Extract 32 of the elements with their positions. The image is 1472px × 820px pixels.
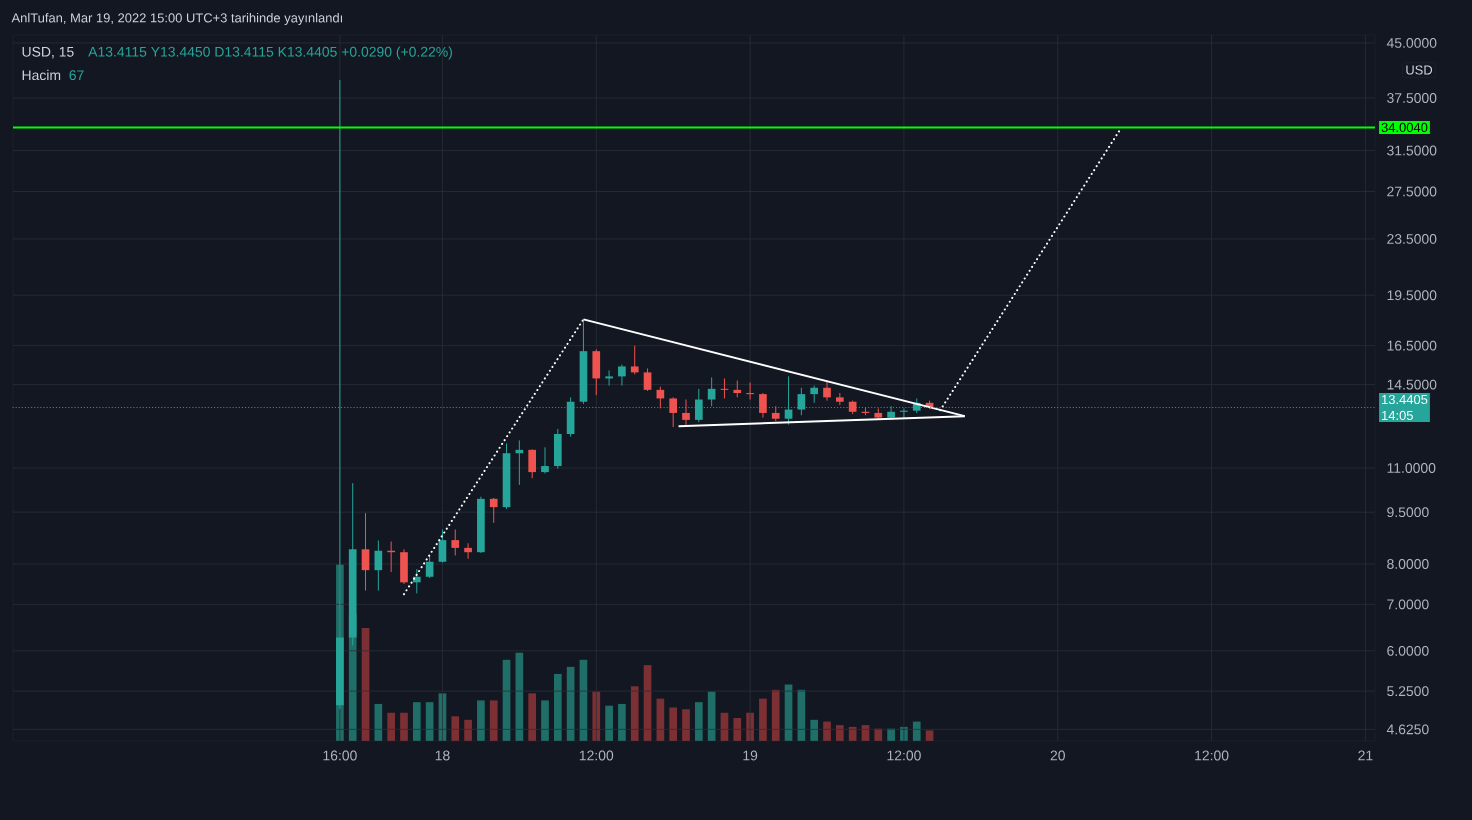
x-tick-label: 19 — [743, 750, 758, 761]
x-tick-label: 16:00 — [323, 750, 357, 761]
y-tick-label: 37.5000 — [1387, 93, 1437, 103]
chart-title: Hacim — [22, 69, 61, 81]
ref-line-label: 13.4405 — [1382, 394, 1428, 405]
y-tick-label: 14.5000 — [1387, 379, 1437, 390]
x-tick-label: 18 — [435, 750, 450, 761]
ref-line-label: 34.0040 — [1381, 122, 1428, 133]
y-tick-label: 5.2500 — [1387, 686, 1429, 697]
x-tick-label: 12:00 — [887, 750, 921, 761]
y-tick-label: 11.0000 — [1387, 463, 1436, 473]
y-axis-title: USD — [1406, 65, 1433, 75]
annotation: A13.4115 Y13.4450 D13.4115 K13.4405 +0.0290 (+0.22%) — [88, 46, 452, 60]
y-tick-label: 8.0000 — [1387, 559, 1429, 569]
x-tick-label: 20 — [1050, 750, 1065, 761]
y-tick-label: 27.5000 — [1387, 186, 1437, 197]
y-tick-label: 9.5000 — [1387, 507, 1429, 518]
y-tick-label: 23.5000 — [1387, 233, 1437, 244]
text: AnlTufan, Mar 19, 2022 15:00 UTC+3 tarihinde yayınlandı — [11, 12, 342, 26]
x-tick-label: 21 — [1358, 750, 1373, 761]
text: 14:05 — [1382, 410, 1413, 421]
text: USD, 15 — [22, 46, 74, 59]
y-tick-label: 19.5000 — [1387, 290, 1437, 301]
annotation: 67 — [69, 70, 84, 81]
y-tick-label: 31.5000 — [1387, 145, 1437, 156]
y-tick-label: 6.0000 — [1387, 645, 1429, 656]
y-tick-label: 45.0000 — [1386, 37, 1437, 48]
y-tick-label: 16.5000 — [1387, 340, 1437, 351]
x-tick-label: 12:00 — [579, 750, 614, 761]
x-tick-label: 12:00 — [1195, 750, 1229, 761]
y-tick-label: 7.0000 — [1387, 599, 1429, 610]
y-tick-label: 4.6250 — [1386, 724, 1429, 735]
